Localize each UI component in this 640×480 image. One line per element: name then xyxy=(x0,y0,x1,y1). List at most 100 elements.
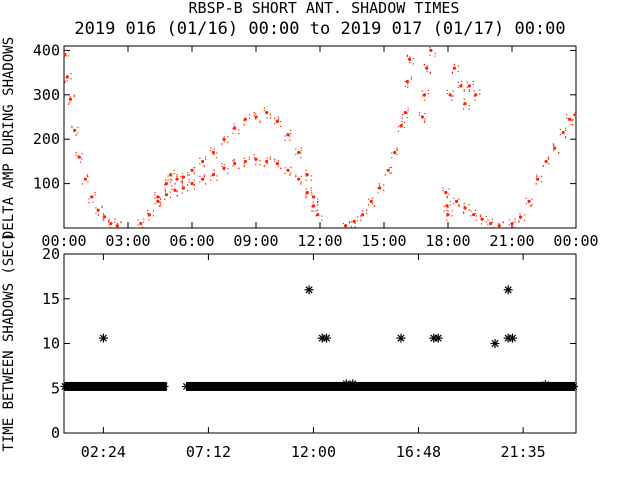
top-data-dot xyxy=(451,99,453,101)
top-data-dot xyxy=(574,111,576,113)
top-data-dot xyxy=(401,117,404,119)
top-data-dot xyxy=(446,89,448,92)
top-data-dot xyxy=(316,204,319,206)
top-data-dot xyxy=(519,212,521,215)
bottom-data-point xyxy=(304,381,314,391)
top-data-point xyxy=(399,124,403,128)
top-data-dot xyxy=(147,209,149,211)
top-data-dot xyxy=(233,125,235,127)
top-data-point xyxy=(378,186,382,190)
top-data-dot xyxy=(213,148,215,150)
top-data-dot xyxy=(466,86,468,89)
top-data-dot xyxy=(356,216,359,218)
bottom-ylabel: TIME BETWEEN SHADOWS (SEC) xyxy=(1,232,17,451)
top-data-dot xyxy=(311,191,313,194)
bottom-data-point-stroke xyxy=(160,382,168,391)
top-data-dot xyxy=(210,147,212,149)
top-data-point xyxy=(448,93,452,97)
top-data-point xyxy=(286,168,290,172)
top-data-dot xyxy=(310,187,312,189)
top-data-dot xyxy=(462,211,465,213)
bottom-data-point-stroke xyxy=(305,286,313,294)
top-data-dot xyxy=(475,215,477,217)
top-data-dot xyxy=(164,188,166,190)
top-data-dot xyxy=(280,120,282,123)
top-data-dot xyxy=(108,220,110,222)
bottom-ytick-label: 20 xyxy=(42,245,60,263)
top-data-dot xyxy=(263,165,265,168)
top-data-dot xyxy=(117,222,119,225)
top-data-point xyxy=(425,66,429,70)
top-data-dot xyxy=(396,147,398,149)
top-data-dot xyxy=(159,204,162,206)
top-data-dot xyxy=(263,109,265,112)
top-data-point xyxy=(386,168,390,172)
top-data-dot xyxy=(69,101,71,103)
bottom-xtick-label: 12:00 xyxy=(291,443,336,461)
top-data-dot xyxy=(181,187,183,189)
top-data-point xyxy=(190,168,194,172)
bottom-data-point xyxy=(490,339,500,348)
top-data-dot xyxy=(277,160,280,162)
top-data-dot xyxy=(120,222,122,224)
top-data-dot xyxy=(447,206,449,209)
top-data-point xyxy=(190,182,194,186)
top-data-dot xyxy=(547,156,549,158)
top-data-dot xyxy=(508,219,510,221)
top-data-dot xyxy=(365,212,368,215)
top-data-dot xyxy=(300,149,302,152)
top-data-dot xyxy=(266,163,268,165)
top-data-point xyxy=(211,150,215,155)
top-data-point xyxy=(405,79,410,84)
top-ytick-label: 400 xyxy=(33,41,60,59)
top-data-point xyxy=(83,177,87,181)
top-data-dot xyxy=(159,205,161,208)
top-data-dot xyxy=(300,147,302,149)
top-data-dot xyxy=(70,78,72,80)
top-data-dot xyxy=(253,114,255,116)
top-data-dot xyxy=(152,210,154,212)
top-data-dot xyxy=(269,158,271,160)
top-data-dot xyxy=(458,198,460,200)
bottom-data-point xyxy=(503,285,513,295)
top-data-dot xyxy=(472,83,474,86)
top-data-dot xyxy=(429,54,431,56)
top-data-dot xyxy=(233,123,235,125)
top-data-dot xyxy=(71,125,73,127)
top-data-dot xyxy=(295,175,297,178)
top-data-dot xyxy=(403,121,405,123)
top-data-dot xyxy=(64,80,66,82)
top-data-dot xyxy=(451,95,453,97)
bottom-data-point xyxy=(433,333,443,343)
top-data-point xyxy=(233,162,237,166)
top-data-dot xyxy=(295,174,297,176)
top-data-dot xyxy=(180,175,182,177)
top-data-dot xyxy=(181,178,184,180)
top-data-dot xyxy=(406,117,408,119)
top-data-point xyxy=(201,159,205,164)
top-data-dot xyxy=(531,198,533,200)
top-data-dot xyxy=(274,123,276,125)
top-data-dot xyxy=(75,154,77,156)
bottom-data-point xyxy=(304,285,314,295)
top-data-dot xyxy=(449,204,451,206)
top-data-dot xyxy=(426,71,428,73)
top-data-dot xyxy=(552,143,555,145)
top-data-point xyxy=(444,190,448,195)
top-data-dot xyxy=(462,108,465,110)
top-data-dot xyxy=(81,183,84,185)
top-data-dot xyxy=(316,209,319,211)
top-data-dot xyxy=(193,172,195,174)
top-data-dot xyxy=(566,114,568,116)
top-data-dot xyxy=(238,133,240,135)
top-data-dot xyxy=(255,163,257,166)
top-data-point xyxy=(156,199,160,203)
bottom-data-point xyxy=(508,333,518,343)
top-data-dot xyxy=(167,179,169,181)
top-data-dot xyxy=(536,174,538,176)
top-data-dot xyxy=(348,222,351,224)
top-data-dot xyxy=(424,113,426,115)
top-data-dot xyxy=(452,95,454,97)
top-data-dot xyxy=(487,219,489,221)
top-data-dot xyxy=(446,195,448,198)
